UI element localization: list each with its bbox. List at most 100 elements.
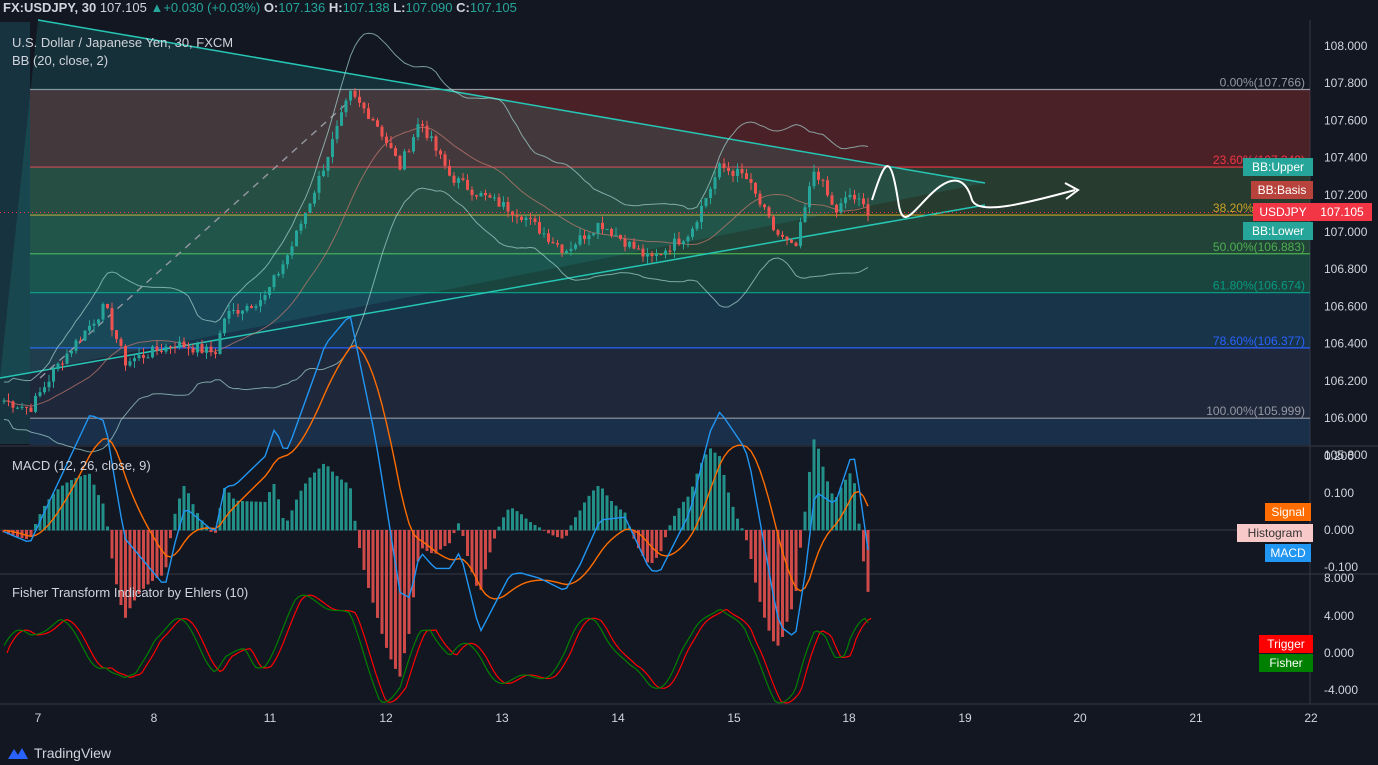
macd-histogram-bar xyxy=(493,530,496,539)
candle-body xyxy=(443,154,447,166)
candle-body xyxy=(241,310,244,314)
price-tick: 106.200 xyxy=(1324,374,1368,388)
fisher-line xyxy=(3,594,869,704)
candle-body xyxy=(731,170,735,176)
candle-body xyxy=(727,168,730,171)
macd-histogram-bar xyxy=(844,479,847,531)
candle-body xyxy=(349,90,352,101)
candle-body xyxy=(592,233,595,236)
macd-tag-bg xyxy=(1265,544,1311,562)
candle-body xyxy=(200,344,204,353)
macd-histogram-bar xyxy=(857,523,861,531)
macd-histogram-bar xyxy=(718,456,721,531)
macd-histogram-bar xyxy=(452,530,456,534)
symbol-name[interactable]: FX:USDJPY, 30 xyxy=(3,0,97,15)
macd-histogram-bar xyxy=(52,493,55,531)
candle-body xyxy=(466,179,469,190)
bb-indicator-label[interactable]: BB (20, close, 2) xyxy=(12,53,109,68)
candle-body xyxy=(736,168,739,176)
fisher-tag-text: Fisher xyxy=(1269,656,1302,670)
macd-histogram-bar xyxy=(317,468,321,531)
projection-arrow[interactable] xyxy=(871,165,1080,218)
candle-body xyxy=(817,171,820,180)
high-label: H: xyxy=(328,0,343,15)
macd-histogram-bar xyxy=(772,530,775,642)
candle-body xyxy=(380,126,384,137)
candle-body xyxy=(853,194,856,200)
price-tick: 107.600 xyxy=(1324,113,1368,127)
macd-histogram-bar xyxy=(254,501,258,531)
candle-body xyxy=(236,310,240,314)
signal-tag-text: Signal xyxy=(1271,505,1304,519)
candle-body xyxy=(704,197,708,206)
macd-histogram-bar xyxy=(308,477,312,531)
histogram-tag: Histogram xyxy=(1237,524,1313,542)
macd-histogram-bar xyxy=(565,530,568,536)
macd-histogram-bar xyxy=(515,511,519,531)
macd-histogram-bar xyxy=(529,522,532,531)
macd-histogram-bar xyxy=(484,530,487,570)
macd-histogram-bar xyxy=(83,474,87,531)
candle-body xyxy=(578,235,582,245)
price-tick: 108.000 xyxy=(1324,39,1368,53)
candle-body xyxy=(713,177,717,189)
macd-histogram-bar xyxy=(610,501,613,531)
triangle-pattern[interactable] xyxy=(0,19,986,379)
macd-histogram-bar xyxy=(407,530,411,634)
fisher-pane-title[interactable]: Fisher Transform Indicator by Ehlers (10… xyxy=(12,585,249,600)
candle-body xyxy=(758,193,762,205)
macd-pane-title[interactable]: MACD (12, 26, close, 9) xyxy=(12,458,151,473)
macd-histogram-bar xyxy=(727,492,730,531)
macd-histogram-bar xyxy=(560,530,564,539)
tradingview-logo[interactable]: TradingView xyxy=(6,745,111,761)
macd-histogram-bar xyxy=(574,517,577,531)
candle-body xyxy=(416,124,420,138)
macd-histogram-bar xyxy=(92,484,96,531)
macd-histogram-bar xyxy=(817,448,820,531)
bb-basis-tag-text: BB:Basis xyxy=(1258,183,1307,197)
macd-histogram-bar xyxy=(592,490,595,531)
candle-body xyxy=(547,233,550,242)
fisher-tick: 0.000 xyxy=(1324,646,1354,660)
macd-histogram-bar xyxy=(160,530,163,576)
macd-histogram-bar xyxy=(146,530,150,585)
macd-histogram-bar xyxy=(641,530,645,556)
candle-body xyxy=(277,273,280,276)
macd-histogram-bar xyxy=(56,489,60,531)
macd-histogram-bar xyxy=(430,530,433,554)
candle-body xyxy=(29,407,33,412)
time-tick: 11 xyxy=(264,711,277,725)
macd-histogram-bar xyxy=(686,496,690,531)
candle-body xyxy=(272,275,276,288)
candle-body xyxy=(866,204,870,216)
macd-histogram-bar xyxy=(853,483,856,531)
candle-body xyxy=(808,186,811,208)
candle-body xyxy=(245,306,249,311)
macd-histogram-bar xyxy=(533,524,537,531)
macd-histogram-bar xyxy=(425,530,429,551)
macd-histogram-bar xyxy=(263,501,267,531)
macd-histogram-bar xyxy=(434,530,438,554)
main-pane-title: U.S. Dollar / Japanese Yen, 30, FXCM xyxy=(12,35,234,50)
macd-histogram-bar xyxy=(839,487,843,531)
candle-body xyxy=(421,124,424,126)
macd-histogram-bar xyxy=(232,498,235,531)
macd-tick: 0.000 xyxy=(1324,523,1354,537)
time-tick: 19 xyxy=(958,711,972,725)
bb-upper-tag-text: BB:Upper xyxy=(1252,160,1304,174)
candle-body xyxy=(830,195,834,205)
candle-body xyxy=(722,163,726,169)
histogram-tag-bg xyxy=(1237,524,1313,542)
candle-body xyxy=(389,142,393,149)
candle-body xyxy=(254,306,258,308)
candle-body xyxy=(448,165,451,176)
macd-histogram-bar xyxy=(277,499,280,531)
candle-body xyxy=(655,253,658,257)
macd-histogram-bar xyxy=(556,530,559,538)
trigger-tag: Trigger xyxy=(1259,635,1313,653)
candle-body xyxy=(439,150,442,155)
candle-body xyxy=(119,339,123,346)
macd-histogram-bar xyxy=(362,530,366,570)
candle-body xyxy=(677,238,681,245)
